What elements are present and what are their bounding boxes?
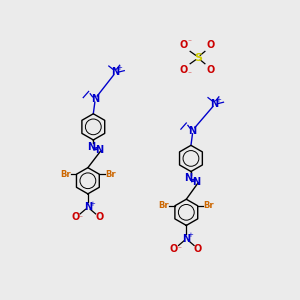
Text: O: O	[194, 244, 202, 254]
Text: ⁻: ⁻	[79, 213, 83, 222]
Text: O: O	[95, 212, 104, 222]
Text: O: O	[179, 65, 187, 75]
Text: O: O	[170, 244, 178, 254]
Text: +: +	[187, 232, 193, 238]
Text: ⁻: ⁻	[177, 245, 181, 254]
Text: O: O	[206, 40, 214, 50]
Text: N: N	[192, 176, 200, 187]
Text: O: O	[206, 65, 214, 75]
Text: Br: Br	[105, 170, 116, 179]
Text: ⁻: ⁻	[188, 69, 191, 78]
Text: N: N	[188, 126, 196, 136]
Text: N: N	[87, 142, 95, 152]
Text: Br: Br	[203, 201, 214, 210]
Text: N: N	[95, 145, 103, 155]
Text: ⁻: ⁻	[188, 37, 191, 46]
Text: N: N	[84, 202, 92, 212]
Text: Br: Br	[159, 201, 170, 210]
Text: N: N	[91, 94, 99, 104]
Text: N: N	[210, 99, 218, 109]
Text: +: +	[116, 65, 122, 71]
Text: N: N	[182, 233, 190, 244]
Text: N: N	[184, 173, 193, 184]
Text: N: N	[111, 67, 119, 77]
Text: O: O	[179, 40, 187, 50]
Text: O: O	[71, 212, 80, 222]
Text: +: +	[89, 201, 95, 207]
Text: S: S	[194, 52, 202, 63]
Text: +: +	[215, 97, 221, 103]
Text: Br: Br	[60, 170, 71, 179]
